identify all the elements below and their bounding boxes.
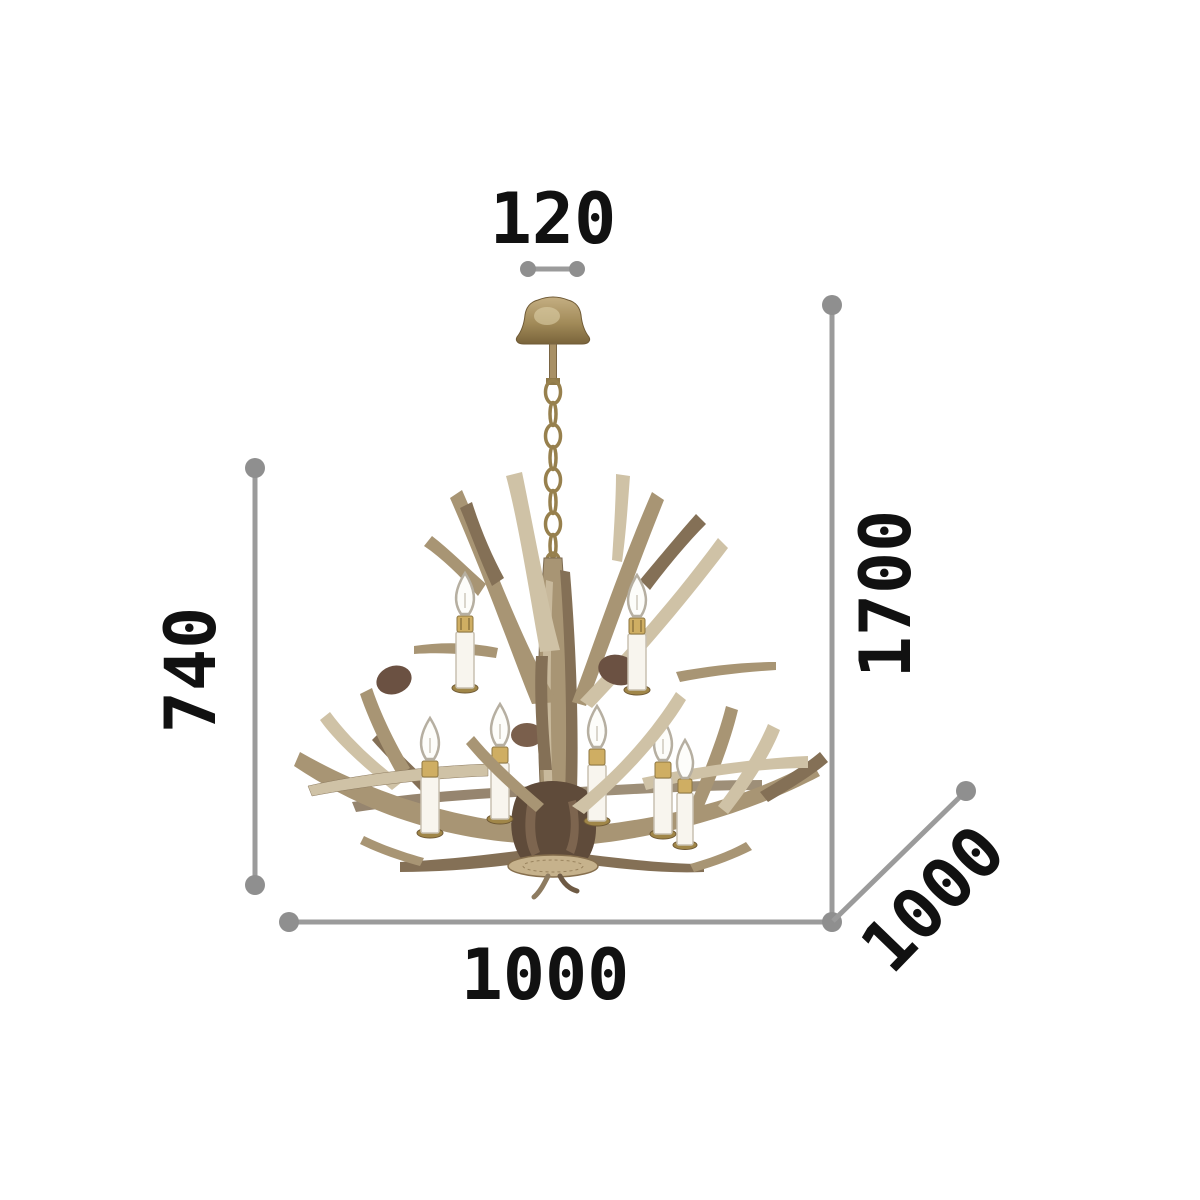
suspension-chain: [543, 343, 563, 573]
dimension-line-depth: [831, 781, 976, 923]
chandelier-illustration: [294, 296, 828, 900]
upper-antlers: [376, 472, 776, 747]
lower-candle-2: [486, 701, 514, 825]
upper-candle-left: [451, 570, 479, 694]
dimension-label-canopy-width: 120: [489, 178, 617, 260]
ceiling-canopy: [515, 296, 591, 345]
foreground-antlers: [466, 656, 686, 814]
dimension-label-total-height: 1700: [845, 509, 927, 679]
lower-candle-5: [672, 737, 698, 850]
dimension-line-body-height: [245, 458, 265, 895]
dimension-line-canopy-width: [520, 261, 585, 277]
dimension-line-width: [279, 912, 842, 932]
dimension-label-body-height: 740: [150, 606, 232, 734]
dimension-label-width: 1000: [460, 934, 630, 1016]
upper-candle-right: [623, 572, 651, 696]
lower-antlers: [294, 688, 828, 873]
lower-candle-1: [416, 715, 444, 839]
dimension-lines: [245, 261, 976, 932]
dimension-line-total-height: [822, 295, 842, 922]
